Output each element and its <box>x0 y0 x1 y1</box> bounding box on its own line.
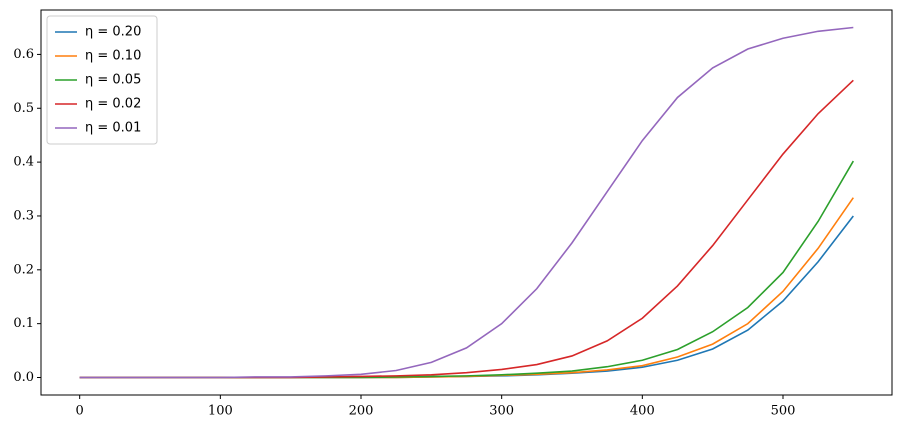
y-tick-label: 0.5 <box>13 101 34 116</box>
x-tick-label: 0 <box>76 404 84 419</box>
legend-label: η = 0.20 <box>85 25 141 40</box>
legend: η = 0.20 η = 0.10 η = 0.05 η = 0.02 η = 0.01 <box>46 15 158 145</box>
x-tick-label: 100 <box>208 404 233 419</box>
x-tick-label: 200 <box>349 404 374 419</box>
x-tick-label: 400 <box>630 404 655 419</box>
y-tick-label: 0.2 <box>13 262 34 277</box>
y-tick-label: 0.3 <box>13 208 34 223</box>
series-line <box>79 197 854 379</box>
series-line <box>79 215 854 379</box>
x-tick-label: 300 <box>489 404 514 419</box>
legend-label: η = 0.02 <box>85 97 141 112</box>
axes-frame <box>40 9 893 396</box>
legend-box <box>46 15 158 145</box>
y-tick-label: 0.4 <box>13 155 34 170</box>
x-tick-label: 500 <box>771 404 796 419</box>
legend-label: η = 0.01 <box>85 121 141 136</box>
y-tick-label: 0.6 <box>13 47 34 62</box>
legend-label: η = 0.05 <box>85 73 141 88</box>
y-tick-label: 0.1 <box>13 316 34 331</box>
legend-label: η = 0.10 <box>85 49 141 64</box>
series-line <box>79 160 855 379</box>
y-tick-label: 0.0 <box>13 370 34 385</box>
series-line <box>79 79 854 379</box>
series-line <box>79 26 854 379</box>
